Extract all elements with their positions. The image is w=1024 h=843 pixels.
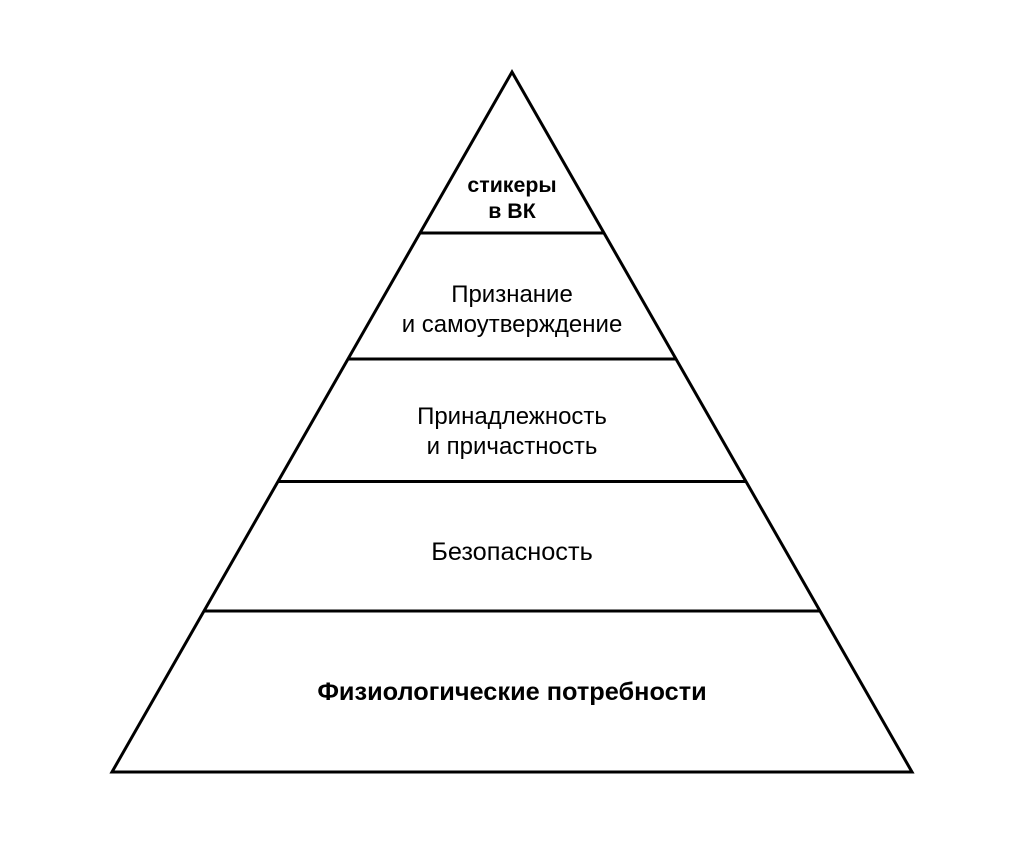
pyramid-level-label: Принадлежность и причастность bbox=[92, 402, 932, 462]
pyramid-diagram: стикеры в ВК Признание и самоутверждение П… bbox=[92, 62, 932, 782]
pyramid-level-label: Признание и самоутверждение bbox=[92, 280, 932, 340]
pyramid-level-label: Безопасность bbox=[92, 537, 932, 569]
pyramid-level-label: Физиологические потребности bbox=[92, 677, 932, 709]
pyramid-level-label: стикеры в ВК bbox=[92, 172, 932, 225]
